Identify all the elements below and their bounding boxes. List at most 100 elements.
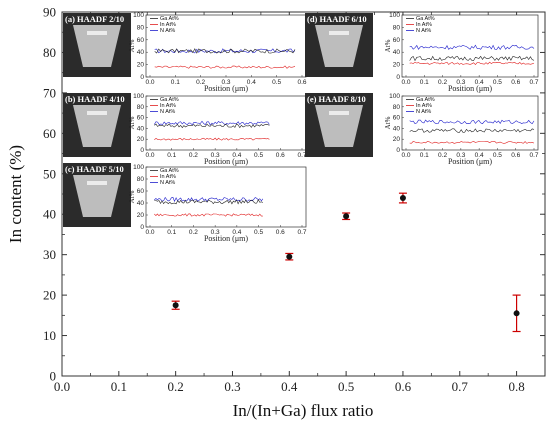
- haadf-wedge: [315, 25, 363, 67]
- x-tick-label: 0.4: [281, 379, 298, 394]
- inset-y-tick-label: 100: [133, 164, 144, 171]
- inset-y-tick-label: 20: [137, 136, 145, 143]
- inset-y-tick-label: 40: [137, 200, 145, 207]
- inset-trace-in: [154, 65, 296, 69]
- inset-x-tick-label: 0.1: [167, 229, 176, 236]
- inset-y-label: At%: [128, 116, 136, 129]
- inset-x-tick-label: 0.4: [475, 79, 484, 86]
- inset-0: (a) HAADF 2/10 100 80 60 40 20 00.0 0.1 0.2 0.3 0.…: [63, 12, 307, 93]
- inset-2: (c) HAADF 5/10 100 80 60 40 20 00.0 0.1 0.2 0.3 0.…: [63, 163, 307, 243]
- inset-trace-in: [409, 61, 535, 66]
- y-tick-label: 80: [43, 45, 56, 60]
- inset-x-label: Position (μm): [204, 157, 248, 166]
- y-tick-label: 60: [43, 126, 56, 141]
- inset-x-tick-label: 0.5: [493, 79, 502, 86]
- inset-legend-label: Ga At%: [160, 97, 179, 103]
- inset-legend-label: Ga At%: [416, 16, 435, 22]
- inset-x-tick-label: 0.7: [297, 152, 306, 159]
- y-tick-label: 40: [43, 207, 56, 222]
- haadf-band: [329, 111, 349, 115]
- inset-trace-in: [154, 213, 263, 217]
- inset-trace-ga: [409, 55, 535, 62]
- inset-y-tick-label: 100: [133, 12, 144, 19]
- inset-image-label: (d) HAADF 6/10: [307, 14, 367, 24]
- inset-y-label: At%: [384, 39, 392, 52]
- inset-x-tick-label: 0.6: [511, 79, 520, 86]
- haadf-band: [329, 31, 349, 35]
- inset-legend-label: In At%: [160, 22, 176, 28]
- x-tick-label: 0.0: [54, 379, 70, 394]
- inset-x-tick-label: 0.0: [401, 79, 410, 86]
- inset-y-tick-label: 80: [137, 24, 145, 31]
- inset-y-tick-label: 20: [137, 62, 145, 69]
- inset-y-tick-label: 40: [137, 125, 145, 132]
- inset-x-tick-label: 0.2: [196, 79, 205, 86]
- inset-image-label: (c) HAADF 5/10: [65, 164, 124, 174]
- x-tick-label: 0.6: [395, 379, 412, 394]
- inset-image-label: (e) HAADF 8/10: [307, 94, 366, 104]
- inset-legend-label: N At%: [160, 28, 175, 34]
- inset-y-tick-label: 0: [140, 147, 144, 154]
- axis-ticks: 0.0 0.1 0.2 0.3 0.4 0.5 0.6 0.7 0.8 0 10 20 30 40 50 60…: [43, 5, 545, 394]
- haadf-band: [87, 31, 107, 35]
- inset-trace-n: [409, 44, 535, 50]
- y-tick-label: 50: [43, 166, 56, 181]
- x-axis-title: In/(In+Ga) flux ratio: [233, 401, 374, 420]
- inset-legend-label: N At%: [160, 109, 175, 115]
- inset-legend-label: In At%: [160, 174, 176, 180]
- haadf-wedge: [73, 105, 121, 147]
- haadf-band: [87, 111, 107, 115]
- x-tick-label: 0.2: [168, 379, 184, 394]
- x-tick-label: 0.1: [111, 379, 127, 394]
- inset-x-tick-label: 0.3: [456, 79, 465, 86]
- x-tick-label: 0.8: [508, 379, 524, 394]
- inset-y-tick-label: 0: [140, 74, 144, 81]
- inset-trace-n: [154, 120, 270, 126]
- y-tick-label: 90: [43, 5, 56, 20]
- inset-y-tick-label: 80: [137, 176, 145, 183]
- inset-y-tick-label: 20: [137, 212, 145, 219]
- haadf-wedge: [73, 175, 121, 217]
- y-axis-title: In content (%): [6, 145, 25, 243]
- inset-x-tick-label: 0.0: [145, 152, 154, 159]
- inset-legend-label: In At%: [160, 103, 176, 109]
- inset-y-label: At%: [384, 116, 392, 129]
- inset-x-tick-label: 0.0: [145, 229, 154, 236]
- inset-x-tick-label: 0.0: [401, 152, 410, 159]
- inset-x-tick-label: 0.5: [254, 152, 263, 159]
- haadf-wedge: [315, 105, 363, 147]
- data-point: [286, 253, 293, 260]
- inset-x-label: Position (μm): [448, 84, 492, 93]
- inset-graph-frame: [401, 95, 539, 151]
- inset-x-tick-label: 0.6: [276, 152, 285, 159]
- inset-y-tick-label: 100: [389, 93, 400, 100]
- inset-x-tick-label: 0.4: [247, 79, 256, 86]
- inset-trace-ga: [154, 123, 270, 129]
- inset-y-tick-label: 80: [393, 24, 401, 31]
- x-tick-label: 0.5: [338, 379, 354, 394]
- inset-graph-frame: [145, 166, 307, 228]
- inset-x-label: Position (μm): [204, 84, 248, 93]
- inset-legend-label: N At%: [160, 180, 175, 186]
- data-point: [399, 195, 406, 202]
- inset-x-label: Position (μm): [448, 157, 492, 166]
- inset-x-tick-label: 0.5: [493, 152, 502, 159]
- inset-y-tick-label: 60: [393, 115, 401, 122]
- inset-legend-label: N At%: [416, 109, 431, 115]
- inset-y-tick-label: 40: [137, 49, 145, 56]
- inset-x-tick-label: 0.6: [297, 79, 306, 86]
- haadf-wedge: [73, 25, 121, 67]
- inset-x-tick-label: 0.3: [211, 152, 220, 159]
- inset-y-tick-label: 100: [389, 12, 400, 19]
- inset-x-label: Position (μm): [204, 234, 248, 243]
- y-tick-label: 70: [43, 85, 56, 100]
- inset-x-tick-label: 0.4: [232, 229, 241, 236]
- inset-y-tick-label: 20: [393, 136, 401, 143]
- inset-y-label: At%: [128, 190, 136, 203]
- inset-legend-label: Ga At%: [160, 16, 179, 22]
- inset-trace-n: [154, 48, 296, 54]
- inset-trace-ga: [409, 128, 535, 133]
- x-tick-label: 0.7: [452, 379, 469, 394]
